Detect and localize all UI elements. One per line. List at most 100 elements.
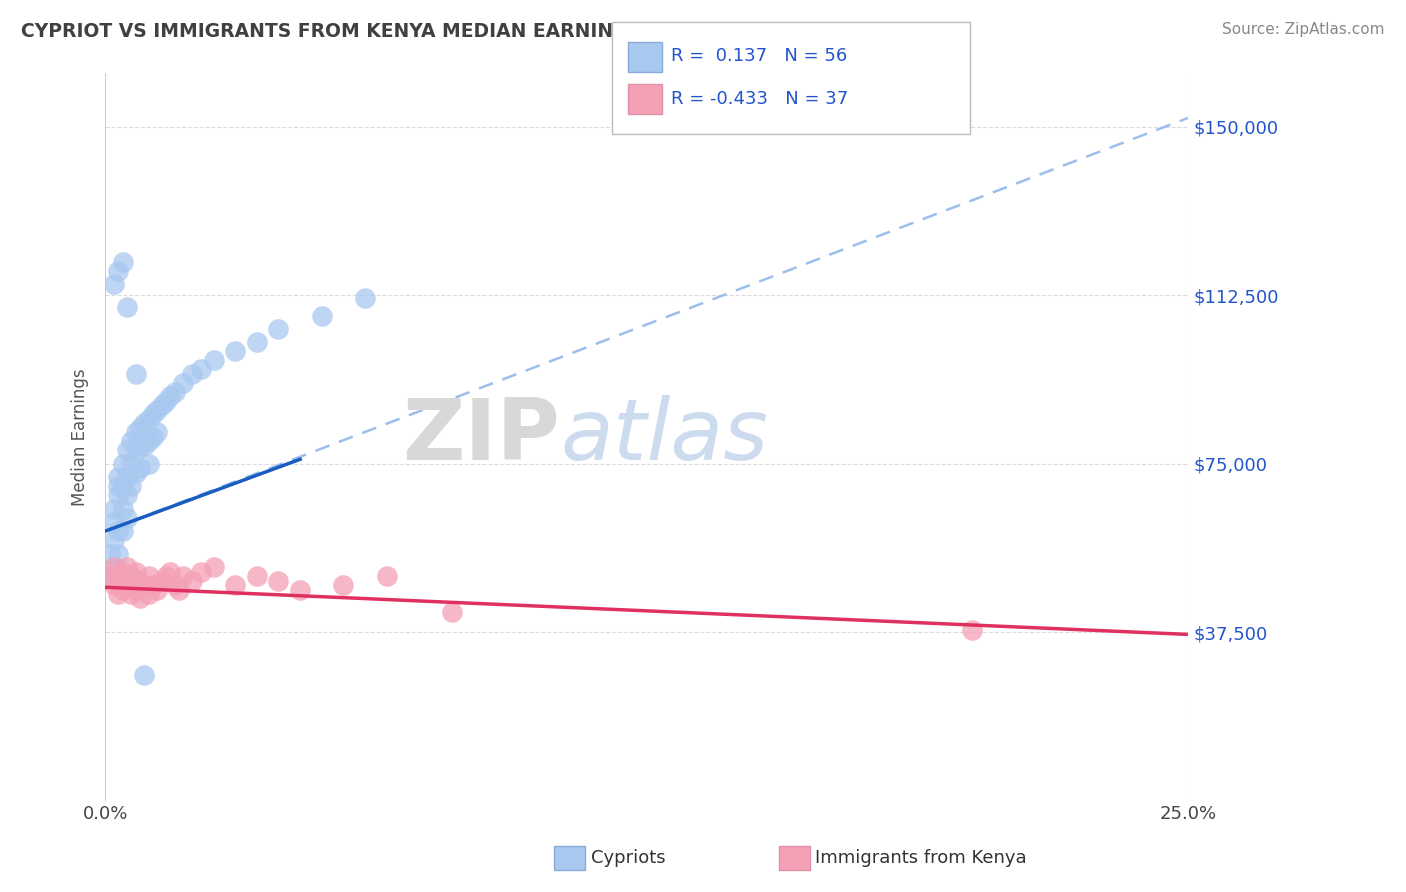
Point (138, 457, 160, 471)
Point (124, 443, 146, 458)
Point (111, 457, 134, 471)
Point (124, 582, 146, 597)
Text: R =  0.137   N = 56: R = 0.137 N = 56 (671, 47, 846, 65)
Point (115, 443, 138, 458)
Point (267, 322, 290, 336)
Point (120, 587, 142, 601)
Point (98, 569, 121, 583)
Point (120, 457, 142, 471)
Text: Cypriots: Cypriots (591, 849, 665, 867)
Point (155, 393, 177, 408)
Point (111, 479, 134, 493)
Point (107, 569, 129, 583)
Point (107, 488, 129, 502)
Point (224, 344, 246, 359)
Point (111, 254, 134, 268)
Text: Source: ZipAtlas.com: Source: ZipAtlas.com (1222, 22, 1385, 37)
Text: CYPRIOT VS IMMIGRANTS FROM KENYA MEDIAN EARNINGS CORRELATION CHART: CYPRIOT VS IMMIGRANTS FROM KENYA MEDIAN … (21, 22, 873, 41)
Point (172, 569, 194, 583)
Y-axis label: Median Earnings: Median Earnings (72, 368, 89, 506)
Point (107, 587, 129, 601)
Point (159, 389, 181, 403)
Text: ZIP: ZIP (402, 395, 560, 478)
Point (180, 367, 202, 381)
Point (107, 524, 129, 538)
Point (146, 402, 169, 417)
Point (107, 470, 129, 484)
Point (107, 263, 129, 277)
Point (115, 578, 138, 592)
Point (138, 569, 160, 583)
Point (180, 574, 202, 588)
Point (202, 560, 225, 574)
Point (246, 335, 269, 350)
Point (107, 547, 129, 561)
Point (120, 569, 142, 583)
Point (138, 412, 160, 426)
Point (115, 510, 138, 524)
Point (111, 524, 134, 538)
Point (190, 565, 212, 579)
Point (134, 578, 156, 592)
Point (159, 565, 181, 579)
Point (163, 384, 186, 399)
Point (111, 582, 134, 597)
Point (128, 439, 150, 453)
Point (103, 578, 125, 592)
Point (111, 565, 134, 579)
Point (332, 578, 354, 592)
Point (103, 560, 125, 574)
Point (138, 587, 160, 601)
Point (142, 578, 165, 592)
Point (103, 277, 125, 291)
Text: atlas: atlas (560, 395, 768, 478)
Point (103, 515, 125, 529)
Point (172, 376, 194, 390)
Text: Immigrants from Kenya: Immigrants from Kenya (815, 849, 1028, 867)
Point (120, 434, 142, 449)
Point (202, 353, 225, 368)
Point (128, 461, 150, 475)
Point (138, 434, 160, 449)
Point (98, 547, 121, 561)
Point (375, 569, 398, 583)
Point (120, 479, 142, 493)
Point (124, 425, 146, 440)
Point (103, 501, 125, 516)
Point (190, 362, 212, 376)
Point (150, 574, 173, 588)
Point (134, 417, 156, 431)
Point (128, 591, 150, 606)
Point (146, 582, 169, 597)
Point (98, 569, 121, 583)
Point (960, 623, 983, 637)
Point (115, 560, 138, 574)
Point (128, 421, 150, 435)
Point (111, 501, 134, 516)
Point (128, 574, 150, 588)
Point (124, 565, 146, 579)
Point (150, 398, 173, 412)
Point (224, 578, 246, 592)
Point (134, 668, 156, 682)
Point (103, 560, 125, 574)
Point (134, 439, 156, 453)
Point (142, 408, 165, 422)
Point (288, 582, 311, 597)
Point (103, 533, 125, 548)
Point (354, 291, 377, 305)
Point (155, 569, 177, 583)
Point (115, 300, 138, 314)
Point (107, 479, 129, 493)
Point (146, 425, 169, 440)
Point (267, 574, 290, 588)
Point (124, 466, 146, 480)
Point (440, 605, 463, 619)
Point (311, 309, 333, 323)
Point (142, 430, 165, 444)
Text: R = -0.433   N = 37: R = -0.433 N = 37 (671, 90, 848, 108)
Point (115, 470, 138, 484)
Point (246, 569, 269, 583)
Point (115, 488, 138, 502)
Point (167, 582, 190, 597)
